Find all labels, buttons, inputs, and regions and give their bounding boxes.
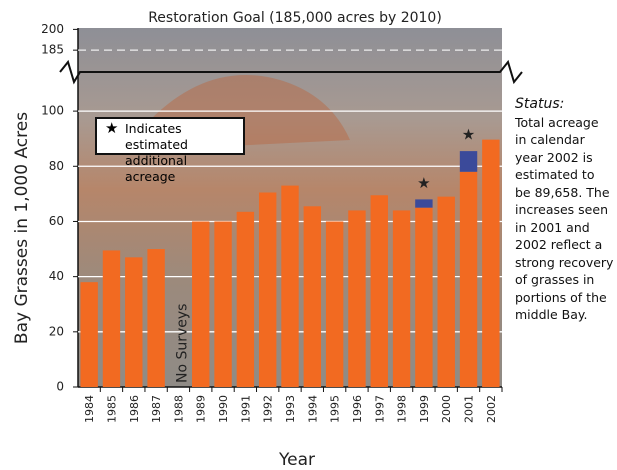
x-tick-label: 2000 — [440, 395, 453, 423]
bar — [415, 208, 432, 387]
x-tick-label: 1995 — [329, 395, 342, 423]
bar — [438, 197, 455, 387]
x-tick-label: 1993 — [284, 395, 297, 423]
bar — [103, 250, 120, 387]
x-tick-label: 1997 — [373, 395, 386, 423]
bar — [147, 249, 164, 387]
status-line: 2002 reflect a — [515, 236, 615, 254]
y-tick-label: 20 — [49, 324, 64, 338]
y-tick-label: 100 — [41, 104, 64, 118]
bar — [326, 221, 343, 387]
status-line: of grasses in — [515, 271, 615, 289]
status-line: year 2002 is — [515, 149, 615, 167]
bar — [259, 192, 276, 387]
y-tick-label: 80 — [49, 159, 64, 173]
status-line: increases seen — [515, 201, 615, 219]
status-line: in 2001 and — [515, 219, 615, 237]
status-line: strong recovery — [515, 254, 615, 272]
legend: ★Indicates estimated additional acreage — [95, 117, 245, 155]
x-tick-label: 1988 — [172, 395, 185, 423]
bar — [393, 210, 410, 387]
status-line: Total acreage — [515, 114, 615, 132]
bar — [237, 212, 254, 387]
goal-annotation: Restoration Goal (185,000 acres by 2010) — [148, 10, 442, 26]
x-tick-label: 1985 — [105, 395, 118, 423]
x-tick-label: 1992 — [262, 395, 275, 423]
bar — [371, 195, 388, 387]
y-tick-label: 0 — [56, 380, 64, 394]
status-line: in calendar — [515, 131, 615, 149]
x-tick-label: 2001 — [463, 395, 476, 423]
bar — [80, 282, 97, 387]
legend-star: ★ — [105, 120, 118, 136]
x-tick-label: 1989 — [195, 395, 208, 423]
y-tick-label: 60 — [49, 214, 64, 228]
x-tick-label: 1990 — [217, 395, 230, 423]
y-tick-label: 40 — [49, 269, 64, 283]
x-tick-label: 1996 — [351, 395, 364, 423]
x-tick-label: 2002 — [485, 395, 498, 423]
x-tick-label: 1998 — [396, 395, 409, 423]
bar — [304, 206, 321, 387]
y-tick-label: 200 — [41, 22, 64, 36]
bar — [348, 210, 365, 387]
status-line: middle Bay. — [515, 306, 615, 324]
x-tick-label: 1994 — [306, 395, 319, 423]
x-tick-label: 1986 — [128, 395, 141, 423]
page: Restoration Goal (185,000 acres by 2010)… — [0, 0, 617, 470]
bar — [460, 172, 477, 387]
bar — [192, 221, 209, 387]
estimate-star: ★ — [417, 174, 430, 192]
status-line: estimated to — [515, 166, 615, 184]
x-tick-label: 1991 — [239, 395, 252, 423]
bar — [214, 221, 231, 387]
estimated-bar — [460, 151, 477, 172]
x-tick-label: 1987 — [150, 395, 163, 423]
bar — [482, 140, 499, 387]
estimate-star: ★ — [462, 126, 475, 144]
x-axis-title: Year — [278, 450, 315, 470]
x-tick-label: 1999 — [418, 395, 431, 423]
estimated-bar — [415, 199, 432, 207]
no-survey-label: No Surveys — [174, 304, 190, 383]
y-tick-label: 185 — [41, 43, 64, 57]
bar — [125, 257, 142, 387]
status-line: be 89,658. The — [515, 184, 615, 202]
y-axis-title: Bay Grasses in 1,000 Acres — [12, 112, 32, 344]
status-line: portions of the — [515, 289, 615, 307]
x-tick-label: 1984 — [83, 395, 96, 423]
status-title: Status: — [515, 96, 615, 114]
bar — [281, 186, 298, 387]
